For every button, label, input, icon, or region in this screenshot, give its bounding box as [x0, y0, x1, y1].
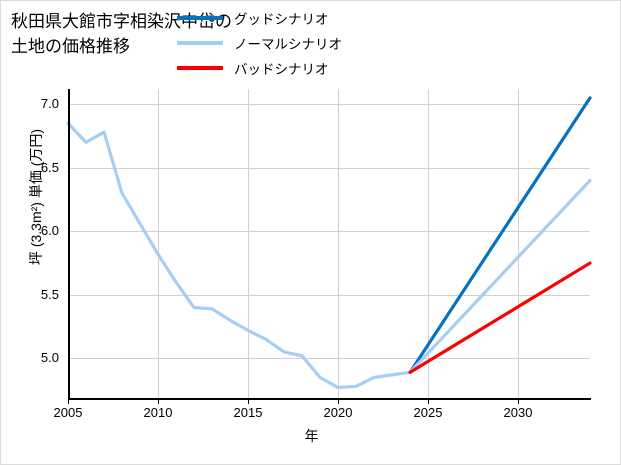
legend-color-swatch — [177, 65, 223, 70]
x-axis-tick-label: 2030 — [503, 405, 533, 420]
x-axis-tick-mark — [158, 400, 159, 404]
x-axis-tick-label: 2010 — [143, 405, 173, 420]
y-axis-tick-label: 5.0 — [40, 350, 59, 366]
series-line — [408, 96, 592, 374]
gridline-horizontal — [68, 358, 590, 359]
y-axis-tick-label: 7.0 — [40, 96, 59, 112]
legend-item-label: バッドシナリオ — [234, 61, 329, 77]
legend-item[interactable]: バッドシナリオ — [177, 55, 407, 80]
y-axis-spine — [68, 89, 70, 400]
gridline-vertical — [338, 89, 339, 399]
series-line — [408, 178, 592, 374]
x-axis-tick-label: 2020 — [323, 405, 353, 420]
legend-item-label: ノーマルシナリオ — [234, 36, 342, 52]
gridline-vertical — [158, 89, 159, 399]
x-axis-tick-mark — [68, 400, 69, 404]
y-axis-tick-label: 6.0 — [40, 223, 59, 239]
gridline-horizontal — [68, 104, 590, 105]
plot-background — [68, 89, 590, 399]
x-axis-tick-mark — [518, 400, 519, 404]
gridline-horizontal — [68, 168, 590, 169]
x-axis-tick-label: 2005 — [53, 405, 83, 420]
series-line — [66, 121, 412, 390]
legend-item[interactable]: グッドシナリオ — [177, 5, 407, 30]
legend-color-swatch — [177, 40, 223, 45]
gridline-horizontal — [68, 231, 590, 232]
gridline-horizontal — [68, 295, 590, 296]
x-axis-tick-mark — [428, 400, 429, 404]
legend-color-swatch — [177, 15, 223, 20]
plot-area — [66, 89, 592, 399]
chart-legend: グッドシナリオ ノーマルシナリオ バッドシナリオ — [177, 5, 407, 80]
gridline-vertical — [428, 89, 429, 399]
x-axis-tick-mark — [338, 400, 339, 404]
x-axis-label: 年 — [304, 428, 319, 444]
page-title: 秋田県大館市字相染沢中岱の 土地の価格推移 — [11, 12, 232, 56]
legend-item[interactable]: ノーマルシナリオ — [177, 30, 407, 55]
x-axis-tick-label: 2015 — [233, 405, 263, 420]
x-axis-spine — [68, 398, 591, 400]
x-axis-tick-label: 2025 — [413, 405, 443, 420]
y-axis-tick-label: 5.5 — [40, 286, 59, 302]
series-line — [408, 261, 592, 374]
y-axis-label: 坪 (3.3m²) 単価 (万円) — [28, 128, 44, 266]
x-axis-tick-mark — [248, 400, 249, 404]
gridline-vertical — [248, 89, 249, 399]
legend-item-label: グッドシナリオ — [234, 11, 329, 27]
gridline-vertical — [518, 89, 519, 399]
series-lines — [66, 96, 592, 390]
y-axis-tick-label: 6.5 — [40, 159, 59, 175]
